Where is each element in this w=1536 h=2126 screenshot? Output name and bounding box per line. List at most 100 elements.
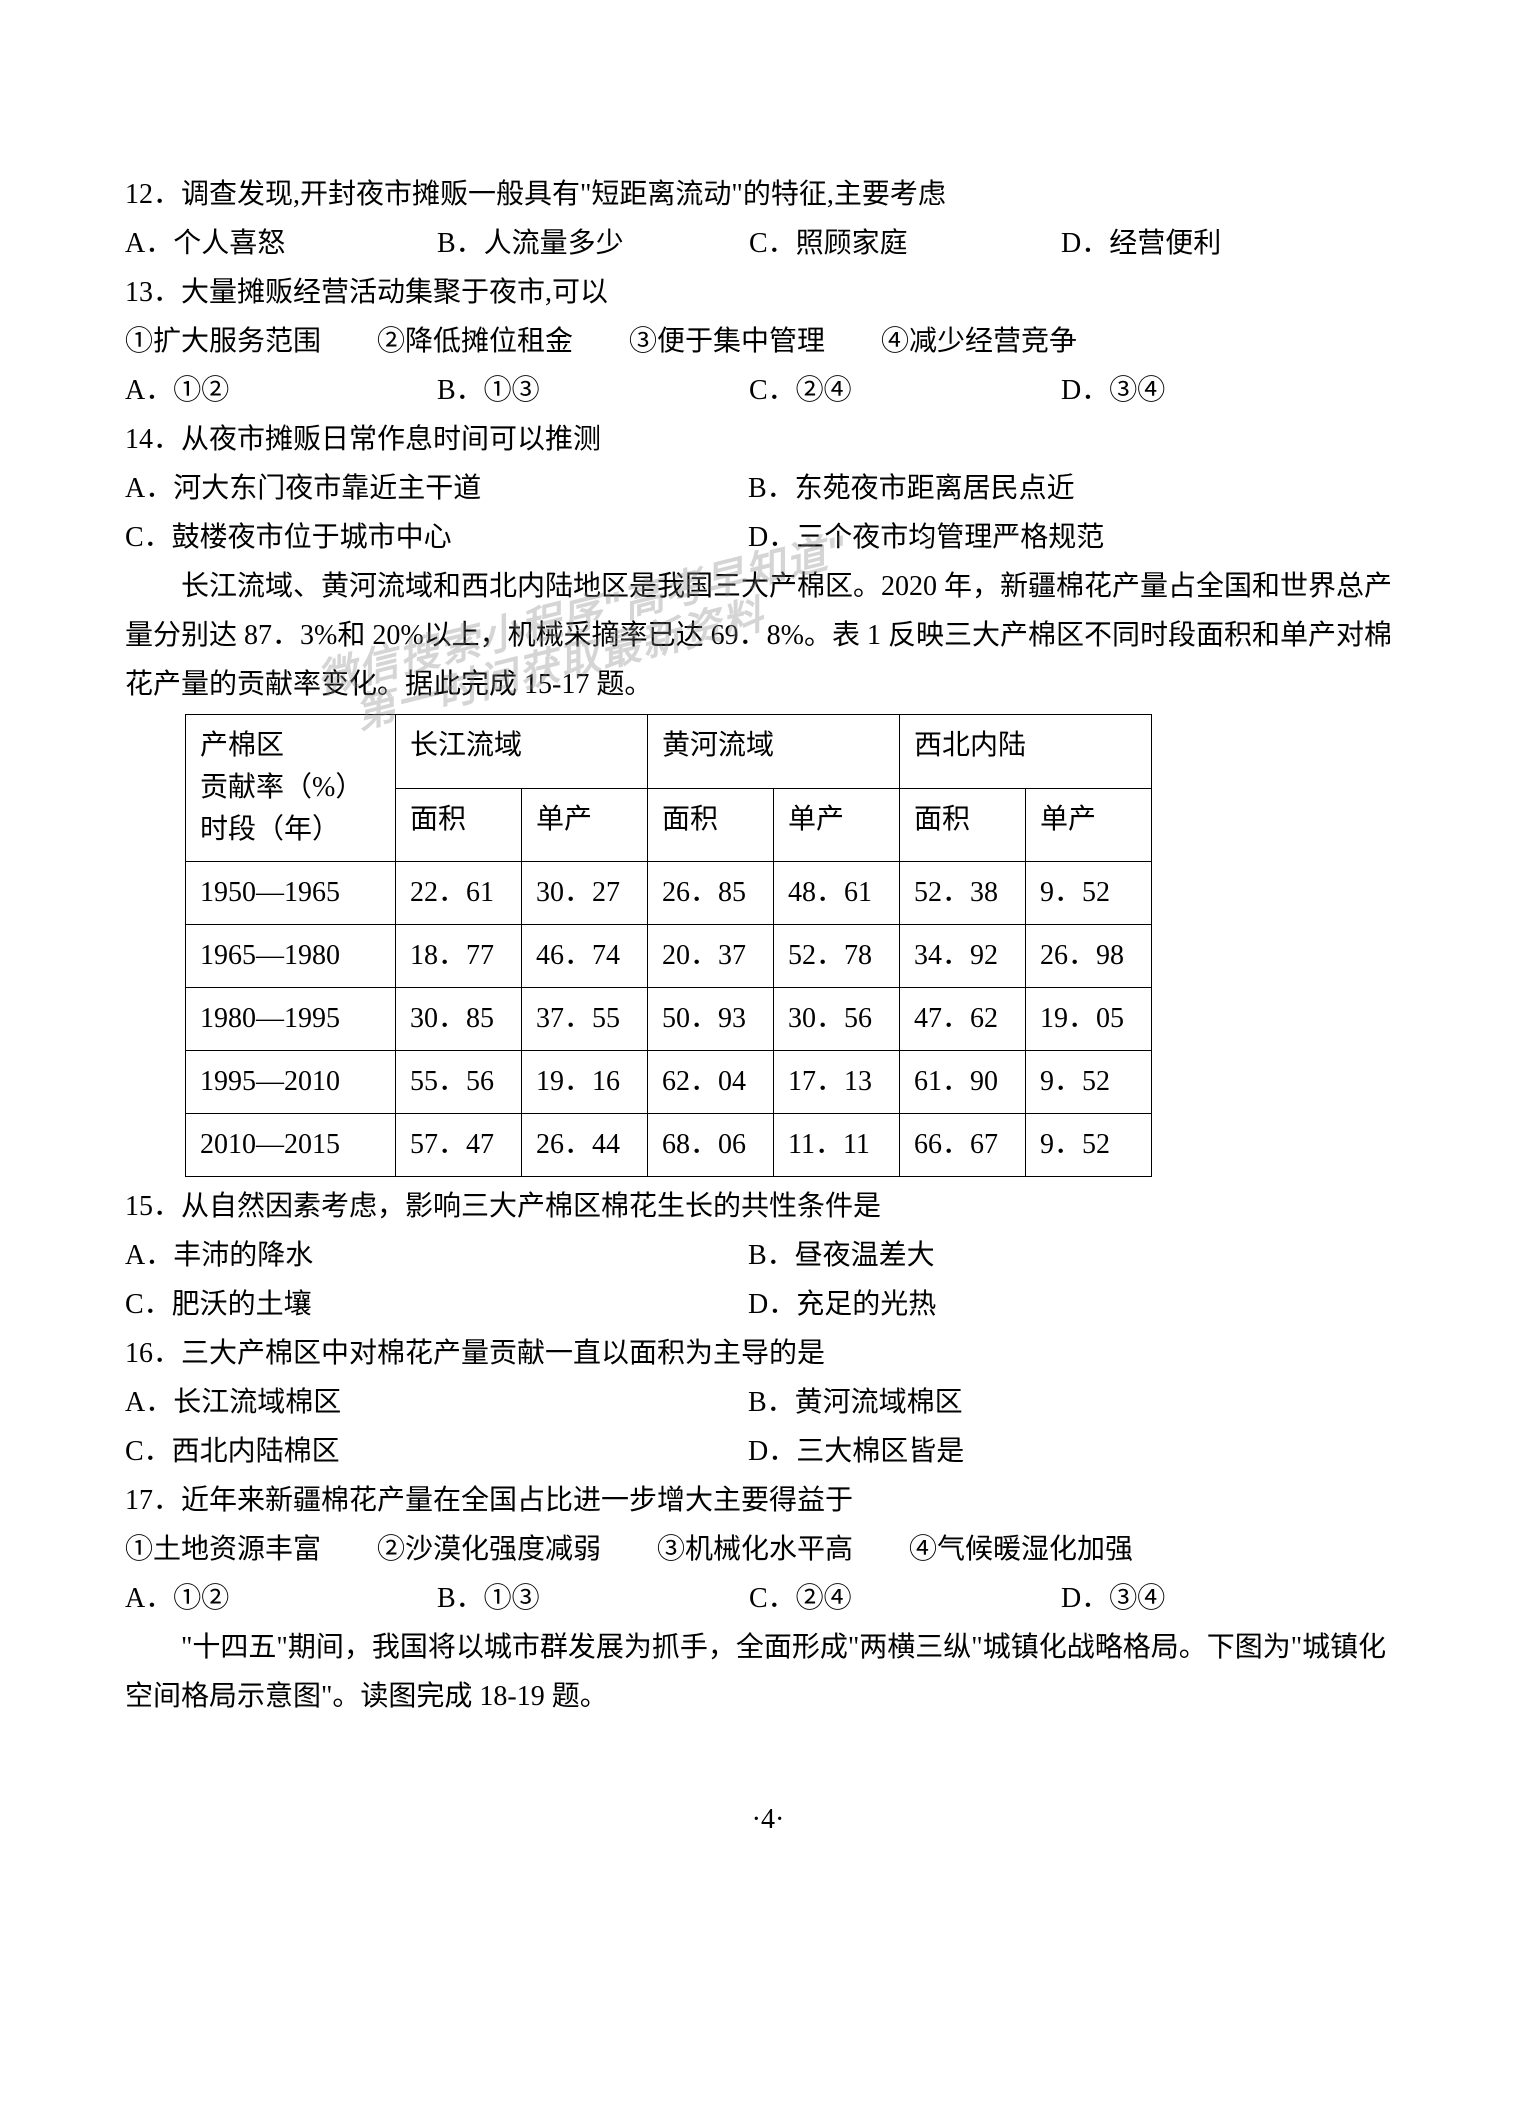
table-period: 1995—2010	[186, 1051, 396, 1114]
q14-options-row1: A．河大东门夜市靠近主干道 B．东苑夜市距离居民点近	[125, 464, 1411, 513]
q16-options-row2: C．西北内陆棉区 D．三大棉区皆是	[125, 1427, 1411, 1476]
table-sub1: 面积	[396, 788, 522, 862]
table-row: 2010—2015 57．47 26．44 68．06 11．11 66．67 …	[186, 1114, 1152, 1177]
table-sub4: 单产	[774, 788, 900, 862]
q16-optB: B．黄河流域棉区	[748, 1378, 1371, 1427]
table-row: 1950—1965 22．61 30．27 26．85 48．61 52．38 …	[186, 862, 1152, 925]
table-d5: 66．67	[900, 1114, 1026, 1177]
header-col1-l2: 贡献率（%）	[200, 772, 363, 803]
q14-text: 14．从夜市摊贩日常作息时间可以推测	[125, 415, 1411, 464]
q17-subtext: ①土地资源丰富 ②沙漠化强度减弱 ③机械化水平高 ④气候暖湿化加强	[125, 1525, 1411, 1574]
table-sub5: 面积	[900, 788, 1026, 862]
table-d6: 26．98	[1026, 925, 1152, 988]
passage1: 长江流域、黄河流域和西北内陆地区是我国三大产棉区。2020 年，新疆棉花产量占全…	[125, 562, 1411, 709]
table-d4: 48．61	[774, 862, 900, 925]
table-row: 1965—1980 18．77 46．74 20．37 52．78 34．92 …	[186, 925, 1152, 988]
q14-optA: A．河大东门夜市靠近主干道	[125, 464, 748, 513]
table-d1: 18．77	[396, 925, 522, 988]
table-header1: 长江流域	[396, 715, 648, 789]
table-d3: 62．04	[648, 1051, 774, 1114]
q17-optD: D．③④	[1061, 1574, 1373, 1623]
table-d5: 34．92	[900, 925, 1026, 988]
q13-subtext: ①扩大服务范围 ②降低摊位租金 ③便于集中管理 ④减少经营竞争	[125, 317, 1411, 366]
q16-optC: C．西北内陆棉区	[125, 1427, 748, 1476]
cotton-table-container: 微信搜索小程序"高考早知道" 第一时间获取最新资料 产棉区 贡献率（%） 时段（…	[185, 714, 1411, 1177]
q12-optD: D．经营便利	[1061, 219, 1373, 268]
table-d2: 26．44	[522, 1114, 648, 1177]
table-period: 1980—1995	[186, 988, 396, 1051]
q15-options-row1: A．丰沛的降水 B．昼夜温差大	[125, 1231, 1411, 1280]
q12-options: A．个人喜怒 B．人流量多少 C．照顾家庭 D．经营便利	[125, 219, 1411, 268]
table-d6: 9．52	[1026, 862, 1152, 925]
q13-optB: B．①③	[437, 366, 749, 415]
table-d2: 19．16	[522, 1051, 648, 1114]
table-header3: 西北内陆	[900, 715, 1152, 789]
table-d3: 50．93	[648, 988, 774, 1051]
table-d3: 26．85	[648, 862, 774, 925]
table-d2: 30．27	[522, 862, 648, 925]
q14-options-row2: C．鼓楼夜市位于城市中心 D．三个夜市均管理严格规范	[125, 513, 1411, 562]
table-period: 1950—1965	[186, 862, 396, 925]
table-row: 1995—2010 55．56 19．16 62．04 17．13 61．90 …	[186, 1051, 1152, 1114]
q13-text: 13．大量摊贩经营活动集聚于夜市,可以	[125, 268, 1411, 317]
table-sub6: 单产	[1026, 788, 1152, 862]
table-d5: 61．90	[900, 1051, 1026, 1114]
table-d2: 37．55	[522, 988, 648, 1051]
table-d1: 55．56	[396, 1051, 522, 1114]
q12-optB: B．人流量多少	[437, 219, 749, 268]
q12-optC: C．照顾家庭	[749, 219, 1061, 268]
header-col1-l1: 产棉区	[200, 730, 284, 761]
table-sub2: 单产	[522, 788, 648, 862]
table-sub3: 面积	[648, 788, 774, 862]
table-d1: 22．61	[396, 862, 522, 925]
q12-optA: A．个人喜怒	[125, 219, 437, 268]
q15-options-row2: C．肥沃的土壤 D．充足的光热	[125, 1280, 1411, 1329]
table-d2: 46．74	[522, 925, 648, 988]
q13-optC: C．②④	[749, 366, 1061, 415]
table-row: 1980—1995 30．85 37．55 50．93 30．56 47．62 …	[186, 988, 1152, 1051]
q14-optB: B．东苑夜市距离居民点近	[748, 464, 1371, 513]
table-d3: 20．37	[648, 925, 774, 988]
table-d4: 52．78	[774, 925, 900, 988]
q17-optC: C．②④	[749, 1574, 1061, 1623]
passage2: "十四五"期间，我国将以城市群发展为抓手，全面形成"两横三纵"城镇化战略格局。下…	[125, 1623, 1411, 1721]
table-d4: 17．13	[774, 1051, 900, 1114]
q12-text: 12．调查发现,开封夜市摊贩一般具有"短距离流动"的特征,主要考虑	[125, 170, 1411, 219]
q17-optA: A．①②	[125, 1574, 437, 1623]
page-content: 12．调查发现,开封夜市摊贩一般具有"短距离流动"的特征,主要考虑 A．个人喜怒…	[0, 0, 1536, 1721]
q16-text: 16．三大产棉区中对棉花产量贡献一直以面积为主导的是	[125, 1329, 1411, 1378]
q16-optA: A．长江流域棉区	[125, 1378, 748, 1427]
q15-optA: A．丰沛的降水	[125, 1231, 748, 1280]
table-d6: 9．52	[1026, 1114, 1152, 1177]
q15-optC: C．肥沃的土壤	[125, 1280, 748, 1329]
table-d5: 47．62	[900, 988, 1026, 1051]
table-period: 2010—2015	[186, 1114, 396, 1177]
table-d4: 30．56	[774, 988, 900, 1051]
q14-optD: D．三个夜市均管理严格规范	[748, 513, 1371, 562]
table-d1: 57．47	[396, 1114, 522, 1177]
table-header-row1: 产棉区 贡献率（%） 时段（年） 长江流域 黄河流域 西北内陆	[186, 715, 1152, 789]
q17-options: A．①② B．①③ C．②④ D．③④	[125, 1574, 1411, 1623]
table-corner-cell: 产棉区 贡献率（%） 时段（年）	[186, 715, 396, 862]
q14-optC: C．鼓楼夜市位于城市中心	[125, 513, 748, 562]
q13-options: A．①② B．①③ C．②④ D．③④	[125, 366, 1411, 415]
table-d4: 11．11	[774, 1114, 900, 1177]
q15-optB: B．昼夜温差大	[748, 1231, 1371, 1280]
table-d1: 30．85	[396, 988, 522, 1051]
q16-options-row1: A．长江流域棉区 B．黄河流域棉区	[125, 1378, 1411, 1427]
table-d6: 19．05	[1026, 988, 1152, 1051]
table-d5: 52．38	[900, 862, 1026, 925]
q13-optA: A．①②	[125, 366, 437, 415]
cotton-table: 产棉区 贡献率（%） 时段（年） 长江流域 黄河流域 西北内陆 面积 单产 面积…	[185, 714, 1152, 1177]
header-col1-l3: 时段（年）	[200, 814, 340, 845]
q17-optB: B．①③	[437, 1574, 749, 1623]
page-number: ·4·	[0, 1804, 1536, 1836]
table-period: 1965—1980	[186, 925, 396, 988]
q13-optD: D．③④	[1061, 366, 1373, 415]
table-d3: 68．06	[648, 1114, 774, 1177]
q15-text: 15．从自然因素考虑，影响三大产棉区棉花生长的共性条件是	[125, 1182, 1411, 1231]
table-d6: 9．52	[1026, 1051, 1152, 1114]
q15-optD: D．充足的光热	[748, 1280, 1371, 1329]
q16-optD: D．三大棉区皆是	[748, 1427, 1371, 1476]
q17-text: 17．近年来新疆棉花产量在全国占比进一步增大主要得益于	[125, 1476, 1411, 1525]
